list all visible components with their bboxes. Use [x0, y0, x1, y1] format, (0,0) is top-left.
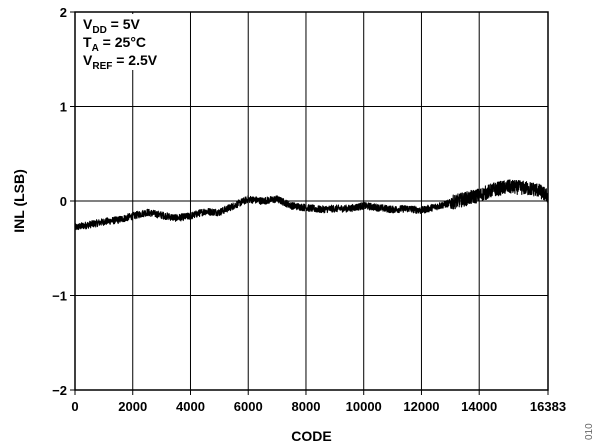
x-tick-label: 16383	[530, 399, 566, 414]
y-tick-label: 1	[60, 100, 67, 115]
y-tick-label: −1	[52, 289, 67, 304]
x-axis-label: CODE	[291, 428, 331, 444]
y-axis-label: INL (LSB)	[11, 169, 27, 233]
y-tick-labels: −2 −1 0 1 2	[52, 5, 67, 398]
y-tick-label: 2	[60, 5, 67, 20]
y-tick-label: 0	[60, 194, 67, 209]
annotation-vdd: VDD = 5V	[83, 16, 141, 36]
annotation-background	[77, 14, 185, 70]
x-tick-label: 12000	[403, 399, 439, 414]
x-tick-label: 6000	[234, 399, 263, 414]
annotation-vref: VREF = 2.5V	[83, 52, 158, 72]
x-tick-label: 8000	[292, 399, 321, 414]
figure-id: 010	[584, 423, 595, 440]
conditions-annotation: VDD = 5V TA = 25°C VREF = 2.5V	[77, 14, 185, 72]
x-tick-labels: 0 2000 4000 6000 8000 10000 12000 14000 16383	[71, 399, 566, 414]
x-tick-label: 0	[71, 399, 78, 414]
inl-series-line	[74, 179, 549, 231]
y-tick-label: −2	[52, 383, 67, 398]
x-tick-label: 14000	[461, 399, 497, 414]
x-tick-label: 2000	[118, 399, 147, 414]
x-tick-label: 4000	[176, 399, 205, 414]
x-tick-label: 10000	[346, 399, 382, 414]
series-layer	[74, 179, 549, 231]
annotation-ta: TA = 25°C	[83, 34, 146, 54]
plot-frame	[74, 11, 549, 391]
